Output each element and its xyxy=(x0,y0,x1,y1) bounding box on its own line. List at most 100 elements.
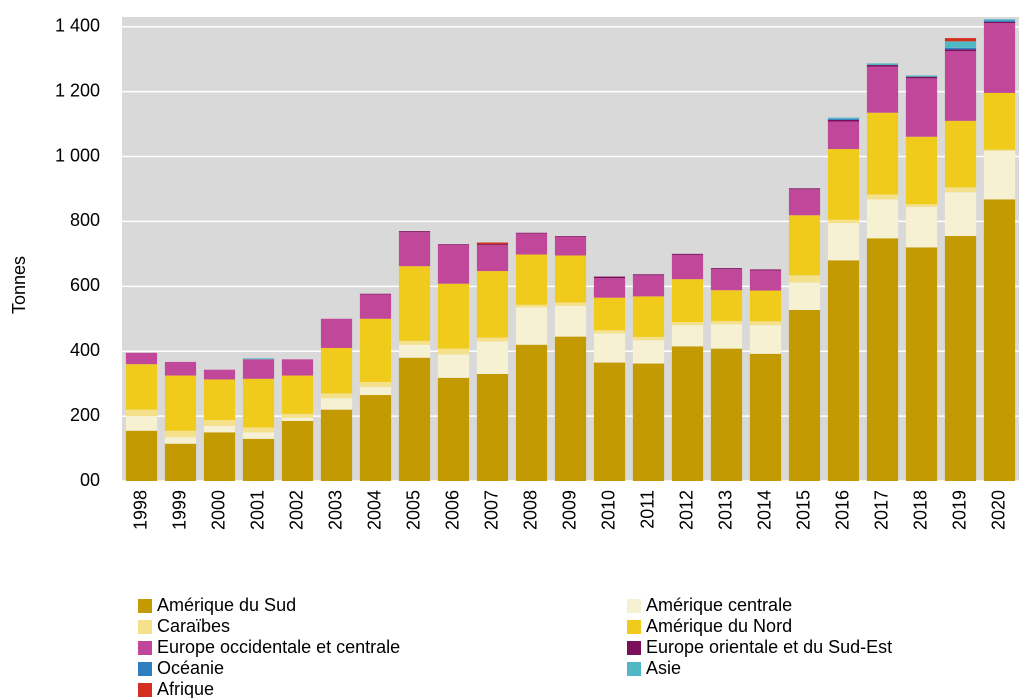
x-tick-label: 2017 xyxy=(871,490,891,530)
bar-segment xyxy=(710,324,743,349)
bar-segment xyxy=(827,118,860,120)
bar-segment xyxy=(788,189,821,216)
x-tick-label: 2016 xyxy=(832,490,852,530)
bar-segment xyxy=(203,432,236,481)
bar-segment xyxy=(983,149,1016,151)
y-axis-label: Tonnes xyxy=(9,256,29,314)
bar-segment xyxy=(515,304,548,308)
x-tick-label: 2014 xyxy=(754,490,774,530)
bar-segment xyxy=(515,233,548,255)
bar-segment xyxy=(866,194,899,200)
bar-segment xyxy=(515,307,548,345)
bar-segment xyxy=(788,282,821,311)
bar-segment xyxy=(320,393,353,399)
bar-segment xyxy=(125,352,158,365)
bar-segment xyxy=(671,279,704,323)
bar-segment xyxy=(554,255,587,303)
y-tick-label: 600 xyxy=(70,275,100,295)
bar-segment xyxy=(944,49,977,52)
bar-segment xyxy=(944,47,977,50)
bar-segment xyxy=(359,382,392,387)
bar-segment xyxy=(710,269,743,291)
bar-segment xyxy=(827,119,860,122)
bar-segment xyxy=(788,275,821,283)
legend-swatch xyxy=(138,641,152,655)
bar-segment xyxy=(281,413,314,418)
bar-segment xyxy=(515,254,548,305)
x-tick-label: 2002 xyxy=(286,490,306,530)
legend-label: Europe orientale et du Sud-Est xyxy=(646,637,892,657)
bar-segment xyxy=(203,425,236,433)
bar-segment xyxy=(671,322,704,326)
legend-label: Amérique du Nord xyxy=(646,616,792,636)
x-tick-label: 2015 xyxy=(793,490,813,530)
bar-segment xyxy=(866,112,899,195)
bar-segment xyxy=(710,348,743,481)
bar-segment xyxy=(554,236,587,256)
bar-segment xyxy=(281,417,314,421)
bar-segment xyxy=(983,199,1016,482)
x-tick-label: 2005 xyxy=(403,490,423,530)
bar-segment xyxy=(632,274,665,276)
bar-segment xyxy=(125,409,158,417)
bar-segment xyxy=(827,117,860,119)
y-tick-label: 800 xyxy=(70,210,100,230)
bar-segment xyxy=(983,150,1016,200)
x-tick-label: 2011 xyxy=(637,490,657,529)
bar-segment xyxy=(476,373,509,481)
bar-segment xyxy=(242,358,275,360)
bar-segment xyxy=(632,275,665,297)
bar-segment xyxy=(866,65,899,67)
bar-segment xyxy=(905,76,938,79)
bar-segment xyxy=(359,318,392,383)
bar-segment xyxy=(944,192,977,237)
x-tick-label: 2012 xyxy=(676,490,696,530)
legend-label: Europe occidentale et centrale xyxy=(157,637,400,657)
bar-segment xyxy=(671,254,704,280)
bar-segment xyxy=(593,276,626,279)
bar-segment xyxy=(203,379,236,420)
bar-segment xyxy=(983,21,1016,24)
bar-segment xyxy=(788,310,821,481)
bar-segment xyxy=(242,359,275,379)
bar-segment xyxy=(281,420,314,481)
bar-segment xyxy=(749,321,782,326)
bar-segment xyxy=(320,398,353,410)
bar-segment xyxy=(827,223,860,261)
bar-segment xyxy=(905,75,938,77)
bar-segment xyxy=(671,346,704,481)
bar-segment xyxy=(125,430,158,481)
bar-segment xyxy=(476,245,509,272)
x-tick-label: 2020 xyxy=(988,490,1008,530)
bar-segment xyxy=(554,336,587,481)
bar-segment xyxy=(281,375,314,414)
x-tick-label: 2013 xyxy=(715,490,735,530)
bar-segment xyxy=(905,206,938,248)
legend-label: Océanie xyxy=(157,658,224,678)
bar-segment xyxy=(632,296,665,337)
bar-segment xyxy=(593,333,626,363)
x-tick-label: 2004 xyxy=(364,490,384,530)
legend-swatch xyxy=(138,662,152,676)
bar-segment xyxy=(476,271,509,338)
bar-segment xyxy=(398,232,431,267)
bar-segment xyxy=(827,121,860,150)
bar-segment xyxy=(788,188,821,190)
bar-segment xyxy=(983,92,1016,150)
bar-segment xyxy=(827,260,860,481)
bar-segment xyxy=(944,236,977,481)
x-tick-label: 1999 xyxy=(169,490,189,530)
bar-segment xyxy=(944,41,977,48)
bar-segment xyxy=(398,344,431,358)
legend-label: Amérique centrale xyxy=(646,595,792,615)
bar-segment xyxy=(554,305,587,337)
bar-segment xyxy=(827,149,860,220)
x-tick-label: 1998 xyxy=(130,490,150,530)
bar-segment xyxy=(749,325,782,354)
bar-segment xyxy=(476,341,509,374)
bar-segment xyxy=(866,66,899,113)
bar-segment xyxy=(437,348,470,355)
bar-segment xyxy=(476,337,509,342)
bar-segment xyxy=(905,247,938,481)
bar-segment xyxy=(320,318,353,348)
